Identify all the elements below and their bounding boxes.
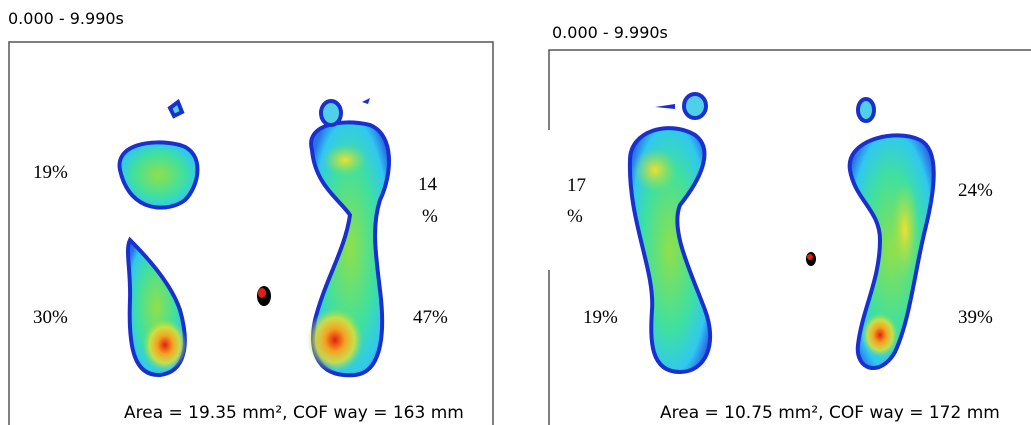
percent-label: 24% (958, 180, 993, 201)
percent-label: % (567, 206, 583, 227)
summary: Area = 10.75 mm², COF way = 172 mm (660, 403, 1000, 423)
panel-left: 0.000 - 9.990s 19% 14 % 30% 47% Area = 1… (8, 9, 493, 425)
figure: 0.000 - 9.990s 19% 14 % 30% 47% Area = 1… (0, 0, 1031, 425)
time-range: 0.000 - 9.990s (552, 23, 668, 42)
frame (9, 42, 493, 425)
footprint-right (307, 98, 389, 375)
cop-point (807, 254, 813, 260)
summary: Area = 19.35 mm², COF way = 163 mm (124, 403, 464, 423)
cop-point (258, 288, 266, 298)
percent-label: 47% (413, 307, 448, 328)
percent-label: 39% (958, 307, 993, 328)
percent-label: 19% (583, 307, 618, 328)
percent-label: 19% (33, 162, 68, 183)
panel-right: 0.000 - 9.990s 17 % 24% 19% 39% Area = 1… (547, 23, 1031, 425)
mask (547, 130, 559, 270)
time-range: 0.000 - 9.990s (8, 9, 124, 28)
percent-label: % (422, 206, 438, 227)
footprint-left (630, 94, 710, 372)
footprint-left (120, 102, 198, 375)
percent-label: 30% (33, 307, 68, 328)
footprint-right (850, 99, 934, 368)
percent-label: 17 (567, 175, 586, 196)
percent-label: 14 (418, 174, 438, 195)
frame (549, 50, 1031, 425)
